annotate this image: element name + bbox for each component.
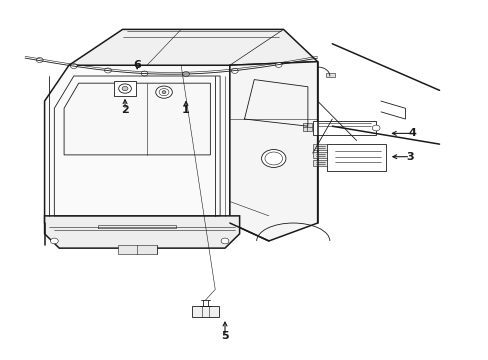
Bar — [312, 152, 327, 158]
Polygon shape — [229, 62, 317, 241]
Bar — [312, 121, 375, 135]
Bar — [312, 144, 327, 150]
Bar — [312, 160, 327, 166]
Circle shape — [162, 91, 165, 94]
Polygon shape — [64, 83, 210, 155]
Text: 6: 6 — [133, 60, 141, 70]
Text: 2: 2 — [121, 105, 129, 115]
Circle shape — [141, 71, 148, 76]
Circle shape — [50, 238, 58, 244]
Circle shape — [119, 84, 131, 93]
Polygon shape — [69, 30, 317, 65]
Text: 5: 5 — [221, 331, 228, 341]
Circle shape — [104, 68, 111, 73]
Polygon shape — [44, 216, 239, 248]
Circle shape — [231, 68, 238, 73]
Bar — [326, 73, 334, 77]
Circle shape — [122, 86, 128, 91]
Circle shape — [275, 62, 282, 67]
Bar — [118, 244, 157, 253]
Text: 4: 4 — [408, 129, 416, 138]
Text: 3: 3 — [406, 152, 413, 162]
Circle shape — [70, 63, 77, 68]
Circle shape — [36, 58, 43, 63]
Circle shape — [159, 89, 168, 96]
Circle shape — [182, 72, 189, 77]
Bar — [303, 123, 311, 131]
Polygon shape — [44, 65, 229, 223]
Bar — [114, 81, 136, 96]
Circle shape — [261, 149, 285, 167]
Bar — [327, 144, 385, 171]
Circle shape — [156, 86, 172, 98]
Circle shape — [264, 152, 282, 165]
Polygon shape — [191, 306, 219, 318]
Text: 1: 1 — [182, 105, 189, 115]
Circle shape — [371, 125, 379, 131]
Circle shape — [221, 238, 228, 244]
